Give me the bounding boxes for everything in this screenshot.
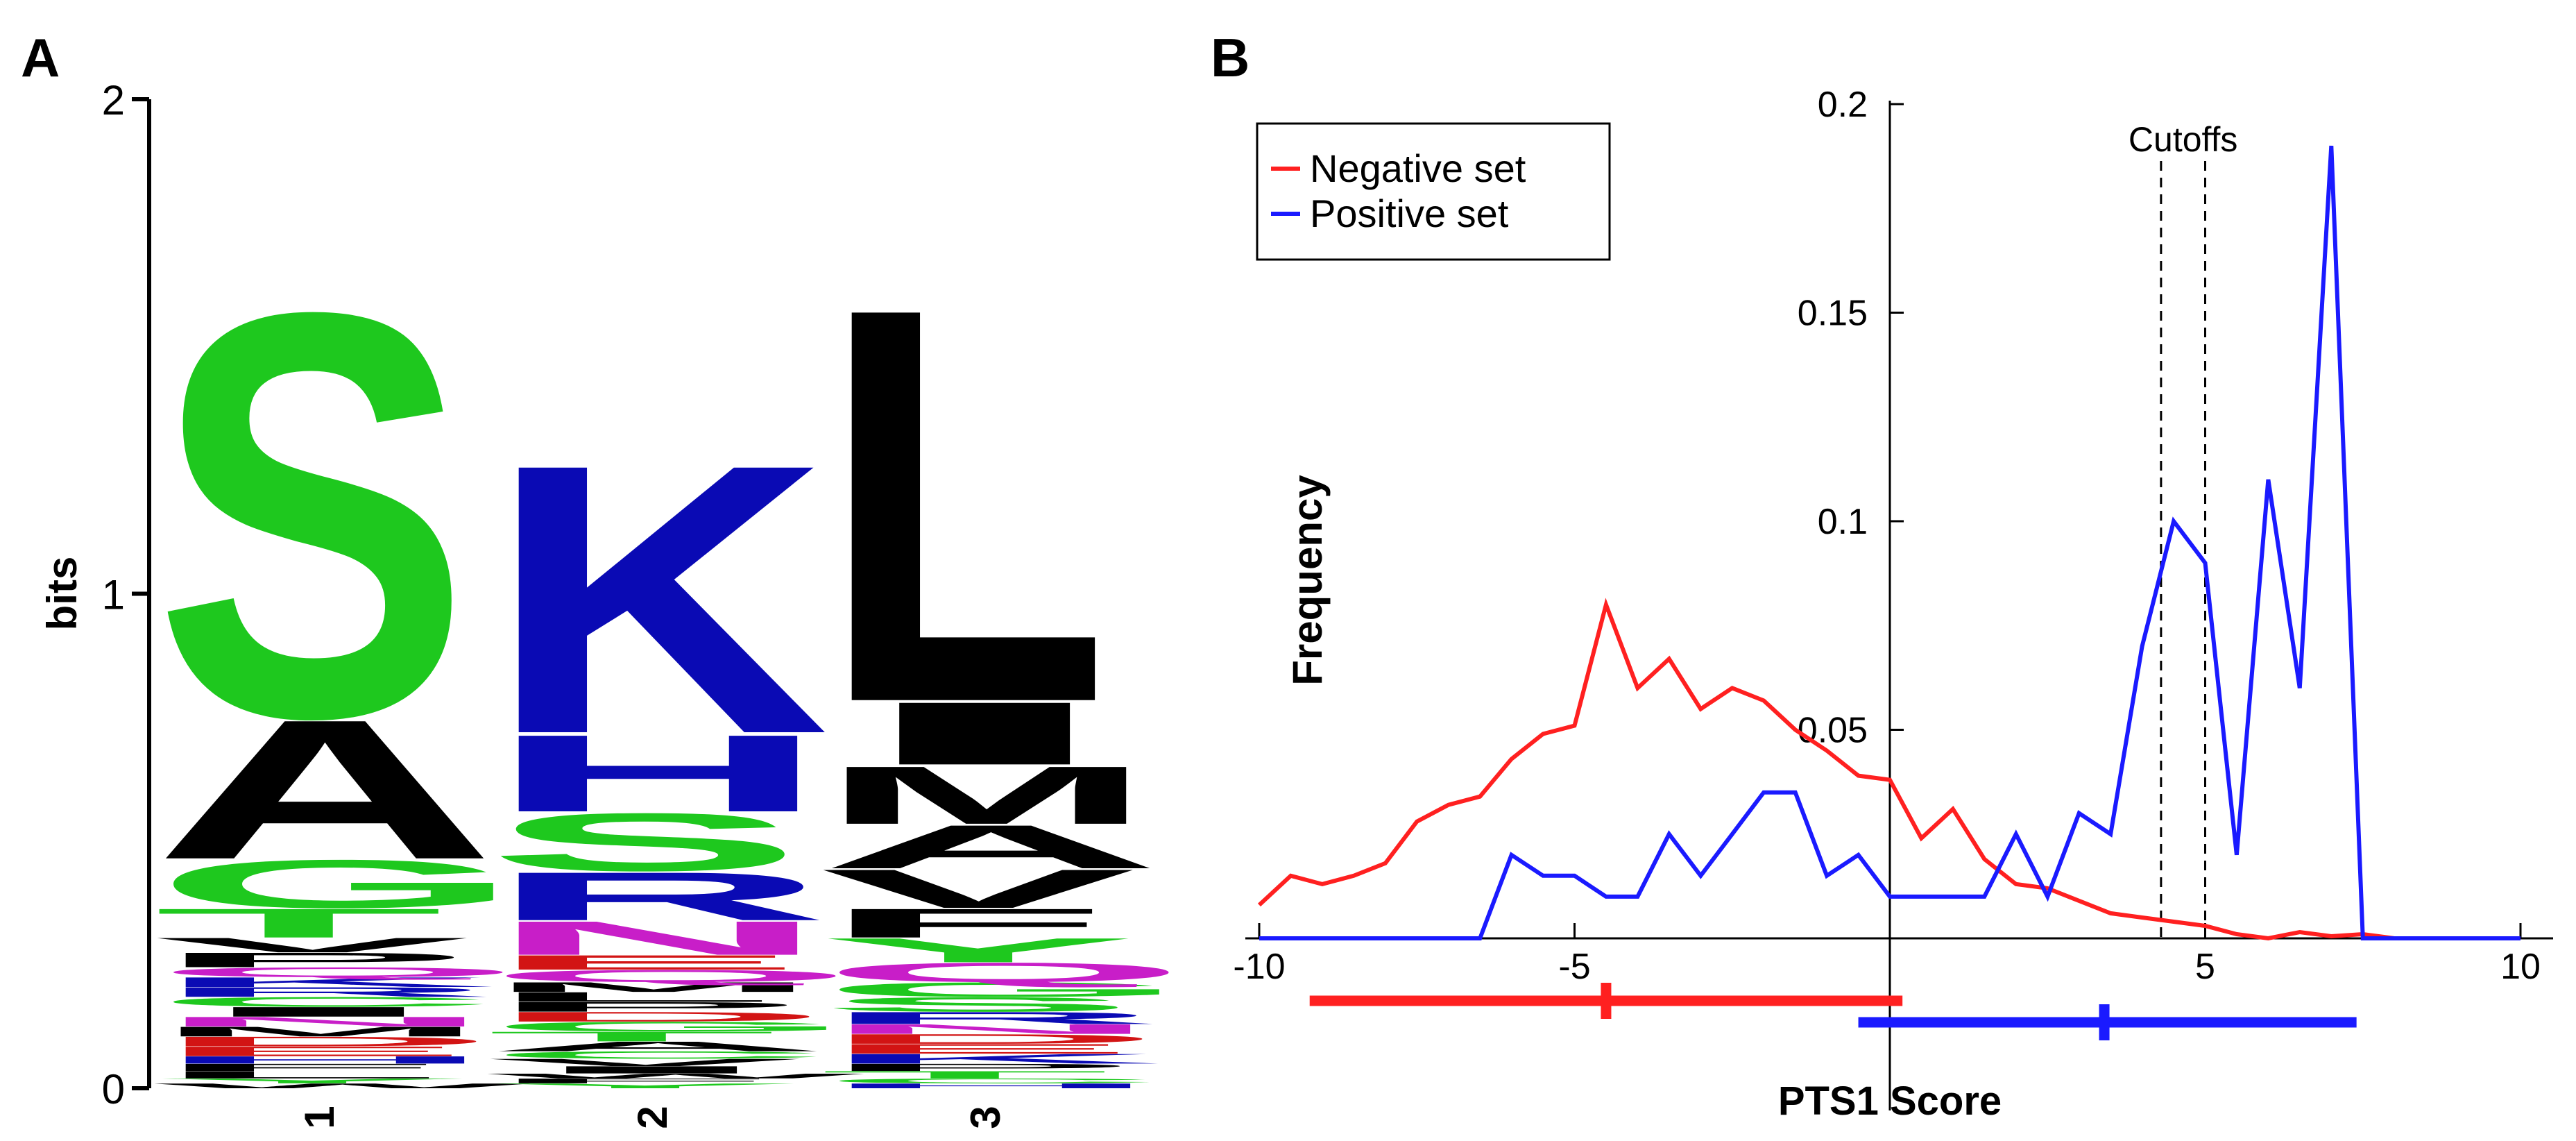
logo-letter-l: L	[820, 190, 1109, 820]
line-series	[1257, 145, 2520, 941]
cutoffs-label: Cutoffs	[2129, 120, 2238, 159]
panel-a-label: A	[21, 27, 60, 88]
logo-letter-k: K	[820, 1051, 1162, 1067]
logo-letter-c: C	[487, 1049, 829, 1061]
logo-letter-t: T	[154, 900, 443, 946]
logo-letter-l: L	[487, 989, 776, 1004]
logo-x-tick-label: 1	[296, 1106, 343, 1129]
legend-positive-label: Positive set	[1310, 192, 1509, 235]
logo-letter-m: M	[487, 979, 820, 995]
logo-letter-k: K	[154, 974, 496, 990]
logo-letter-f: F	[154, 1062, 443, 1074]
line-y-tick-label: 0.15	[1798, 294, 1868, 334]
logo-letter-i: I	[487, 1064, 816, 1076]
line-y-axis-label: Frequency	[1284, 475, 1331, 686]
line-y-tick-label: 0.1	[1818, 502, 1868, 542]
logo-letter-k: K	[487, 384, 829, 813]
logo-letter-n: N	[154, 1014, 496, 1029]
logo-y-tick-label: 0	[102, 1066, 125, 1113]
logo-letter-d: D	[154, 1034, 496, 1049]
logo-letter-w: W	[154, 1082, 535, 1090]
line-chart: -10 -5 5 10 0.05 0.1 0.15 0.2 Cutoffs PTS1 Sco…	[1233, 85, 2553, 1124]
logo-letter-r: R	[487, 858, 829, 935]
logo-y-tick-label: 2	[102, 77, 125, 124]
logo-y-ticks: 0 1 2	[102, 77, 149, 1113]
logo-letter-v: V	[820, 858, 1138, 919]
line-x-tick-label: -5	[1558, 947, 1590, 987]
logo-letter-h: H	[154, 1054, 496, 1066]
line-y-ticks: 0.05 0.1 0.15 0.2	[1798, 85, 1904, 751]
logo-letter-w: W	[487, 1072, 868, 1080]
line-x-ticks: -10 -5 5 10	[1233, 923, 2541, 987]
logo-letter-v: V	[487, 1057, 805, 1069]
line-x-tick-label: -10	[1233, 947, 1285, 987]
logo-letter-c: C	[154, 995, 496, 1010]
logo-letter-g: G	[820, 978, 1188, 1001]
cutoff-lines	[2160, 161, 2206, 938]
logo-x-tick-label: 2	[629, 1106, 676, 1129]
logo-letter-d: D	[820, 1031, 1162, 1047]
logo-letter-m: M	[154, 1024, 487, 1039]
logo-letter-y: Y	[487, 1082, 803, 1090]
logo-letter-t: T	[487, 1029, 776, 1044]
logo-x-ticks: 1 2 3	[296, 1106, 1009, 1129]
logo-letter-m: M	[820, 750, 1153, 842]
logo-letter-s: S	[154, 193, 470, 838]
positive-set-line	[1259, 145, 2520, 940]
logo-y-tick-label: 1	[102, 572, 125, 618]
logo-letter-e: E	[820, 1041, 1136, 1056]
logo-letter-f: F	[820, 900, 1109, 946]
logo-letter-y: Y	[820, 931, 1136, 970]
logo-letter-f: F	[487, 1077, 776, 1085]
logo-letter-g: G	[154, 845, 522, 922]
line-y-tick-label: 0.2	[1818, 85, 1868, 125]
logo-letter-h: H	[487, 712, 829, 835]
panel-b-label: B	[1211, 27, 1249, 88]
logo-y-axis-label: bits	[39, 557, 85, 631]
logo-letter-a: A	[487, 1039, 829, 1054]
logo-letter-d: D	[487, 1009, 829, 1024]
logo-letter-v: V	[154, 933, 472, 956]
logo-letter-n: N	[820, 1022, 1162, 1037]
logo-letter-h: H	[820, 1082, 1162, 1090]
logo-letter-i: I	[154, 1004, 483, 1020]
error-bars	[1309, 983, 2357, 1040]
logo-letter-p: P	[487, 999, 803, 1015]
logo-stacks: WYLFHEDMNICRKQPVTGASYFWIVCATGDPLMQENRSHK…	[154, 190, 1188, 1090]
logo-letter-i: I	[820, 684, 1149, 784]
logo-letter-e: E	[487, 951, 803, 974]
legend-negative-label: Negative set	[1310, 146, 1526, 190]
legend-box	[1256, 122, 1611, 261]
logo-letter-r: R	[154, 984, 496, 999]
legend: Negative set Positive set	[1256, 122, 1611, 261]
logo-letter-q: Q	[487, 966, 855, 986]
logo-letter-p: P	[154, 949, 470, 972]
logo-letter-q: Q	[154, 965, 522, 980]
line-x-tick-label: 10	[2500, 947, 2541, 987]
logo-letter-n: N	[487, 911, 829, 965]
line-y-tick-label: 0.05	[1798, 711, 1868, 751]
logo-letter-l: L	[154, 1069, 443, 1081]
logo-letter-a: A	[154, 678, 496, 901]
logo-letter-y: Y	[154, 1077, 470, 1085]
line-x-tick-label: 5	[2195, 947, 2215, 987]
logo-letter-t: T	[820, 1069, 1109, 1081]
logo-letter-r: R	[820, 1008, 1162, 1028]
logo-letter-q: Q	[820, 957, 1188, 988]
line-x-axis-label: PTS1 Score	[1778, 1079, 2002, 1124]
logo-x-tick-label: 3	[962, 1106, 1009, 1129]
logo-letter-s: S	[820, 993, 1136, 1016]
logo-letter-a: A	[820, 812, 1162, 881]
logo-letter-e: E	[154, 1044, 470, 1059]
logo-letter-c: C	[820, 1077, 1162, 1085]
logo-letter-s: S	[487, 796, 803, 888]
logo-letter-g: G	[487, 1019, 855, 1034]
logo-letter-p: P	[820, 1062, 1136, 1074]
sequence-logo: 012 bits WYLFHEDMNICRKQPVTGASYFWIVCATGDP…	[39, 77, 1188, 1129]
negative-set-line	[1257, 598, 2520, 941]
